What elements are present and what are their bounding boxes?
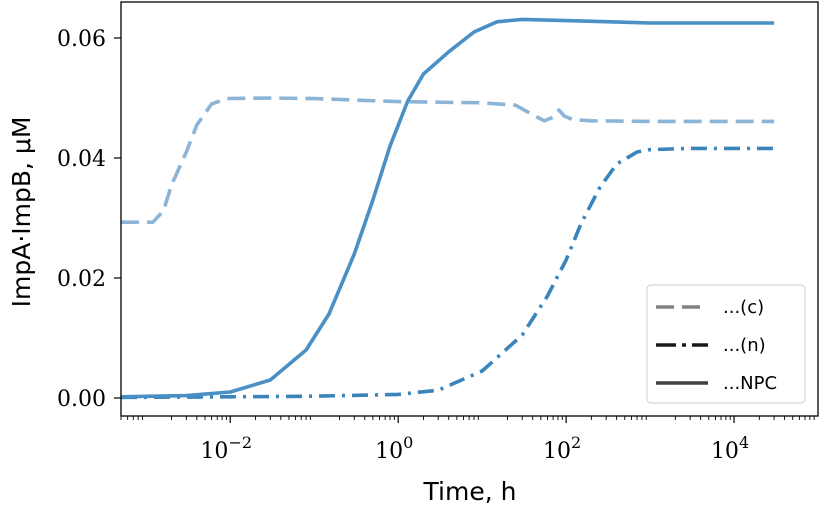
y-tick-label: 0.00	[57, 387, 106, 412]
y-tick-label: 0.04	[57, 147, 106, 172]
legend-label-1: ...(n)	[723, 335, 766, 356]
x-tick-label: 10−2	[200, 433, 252, 464]
y-tick-label: 0.06	[57, 27, 106, 52]
series-line-0	[121, 96, 775, 224]
y-tick-label: 0.02	[57, 267, 106, 292]
x-tick-label: 104	[711, 433, 749, 464]
legend-entries: ...(c) ...(n) ...NPC	[656, 297, 777, 394]
series-line-2	[120, 17, 775, 399]
y-axis-label: ImpA·ImpB, μM	[7, 117, 36, 308]
legend-box	[646, 284, 806, 404]
series-line-1	[120, 146, 775, 400]
ticks-layer: 10−2 100 102 104 0.00 0.02 0.04 0.06	[57, 27, 815, 464]
x-tick-label: 100	[375, 433, 413, 464]
x-tick-label: 102	[543, 433, 581, 464]
legend-label-0: ...(c)	[723, 297, 764, 318]
x-axis-label: Time, h	[423, 477, 517, 506]
legend-label-2: ...NPC	[723, 373, 777, 394]
series-layer	[120, 17, 775, 400]
legend: ...(c) ...(n) ...NPC	[646, 284, 806, 404]
